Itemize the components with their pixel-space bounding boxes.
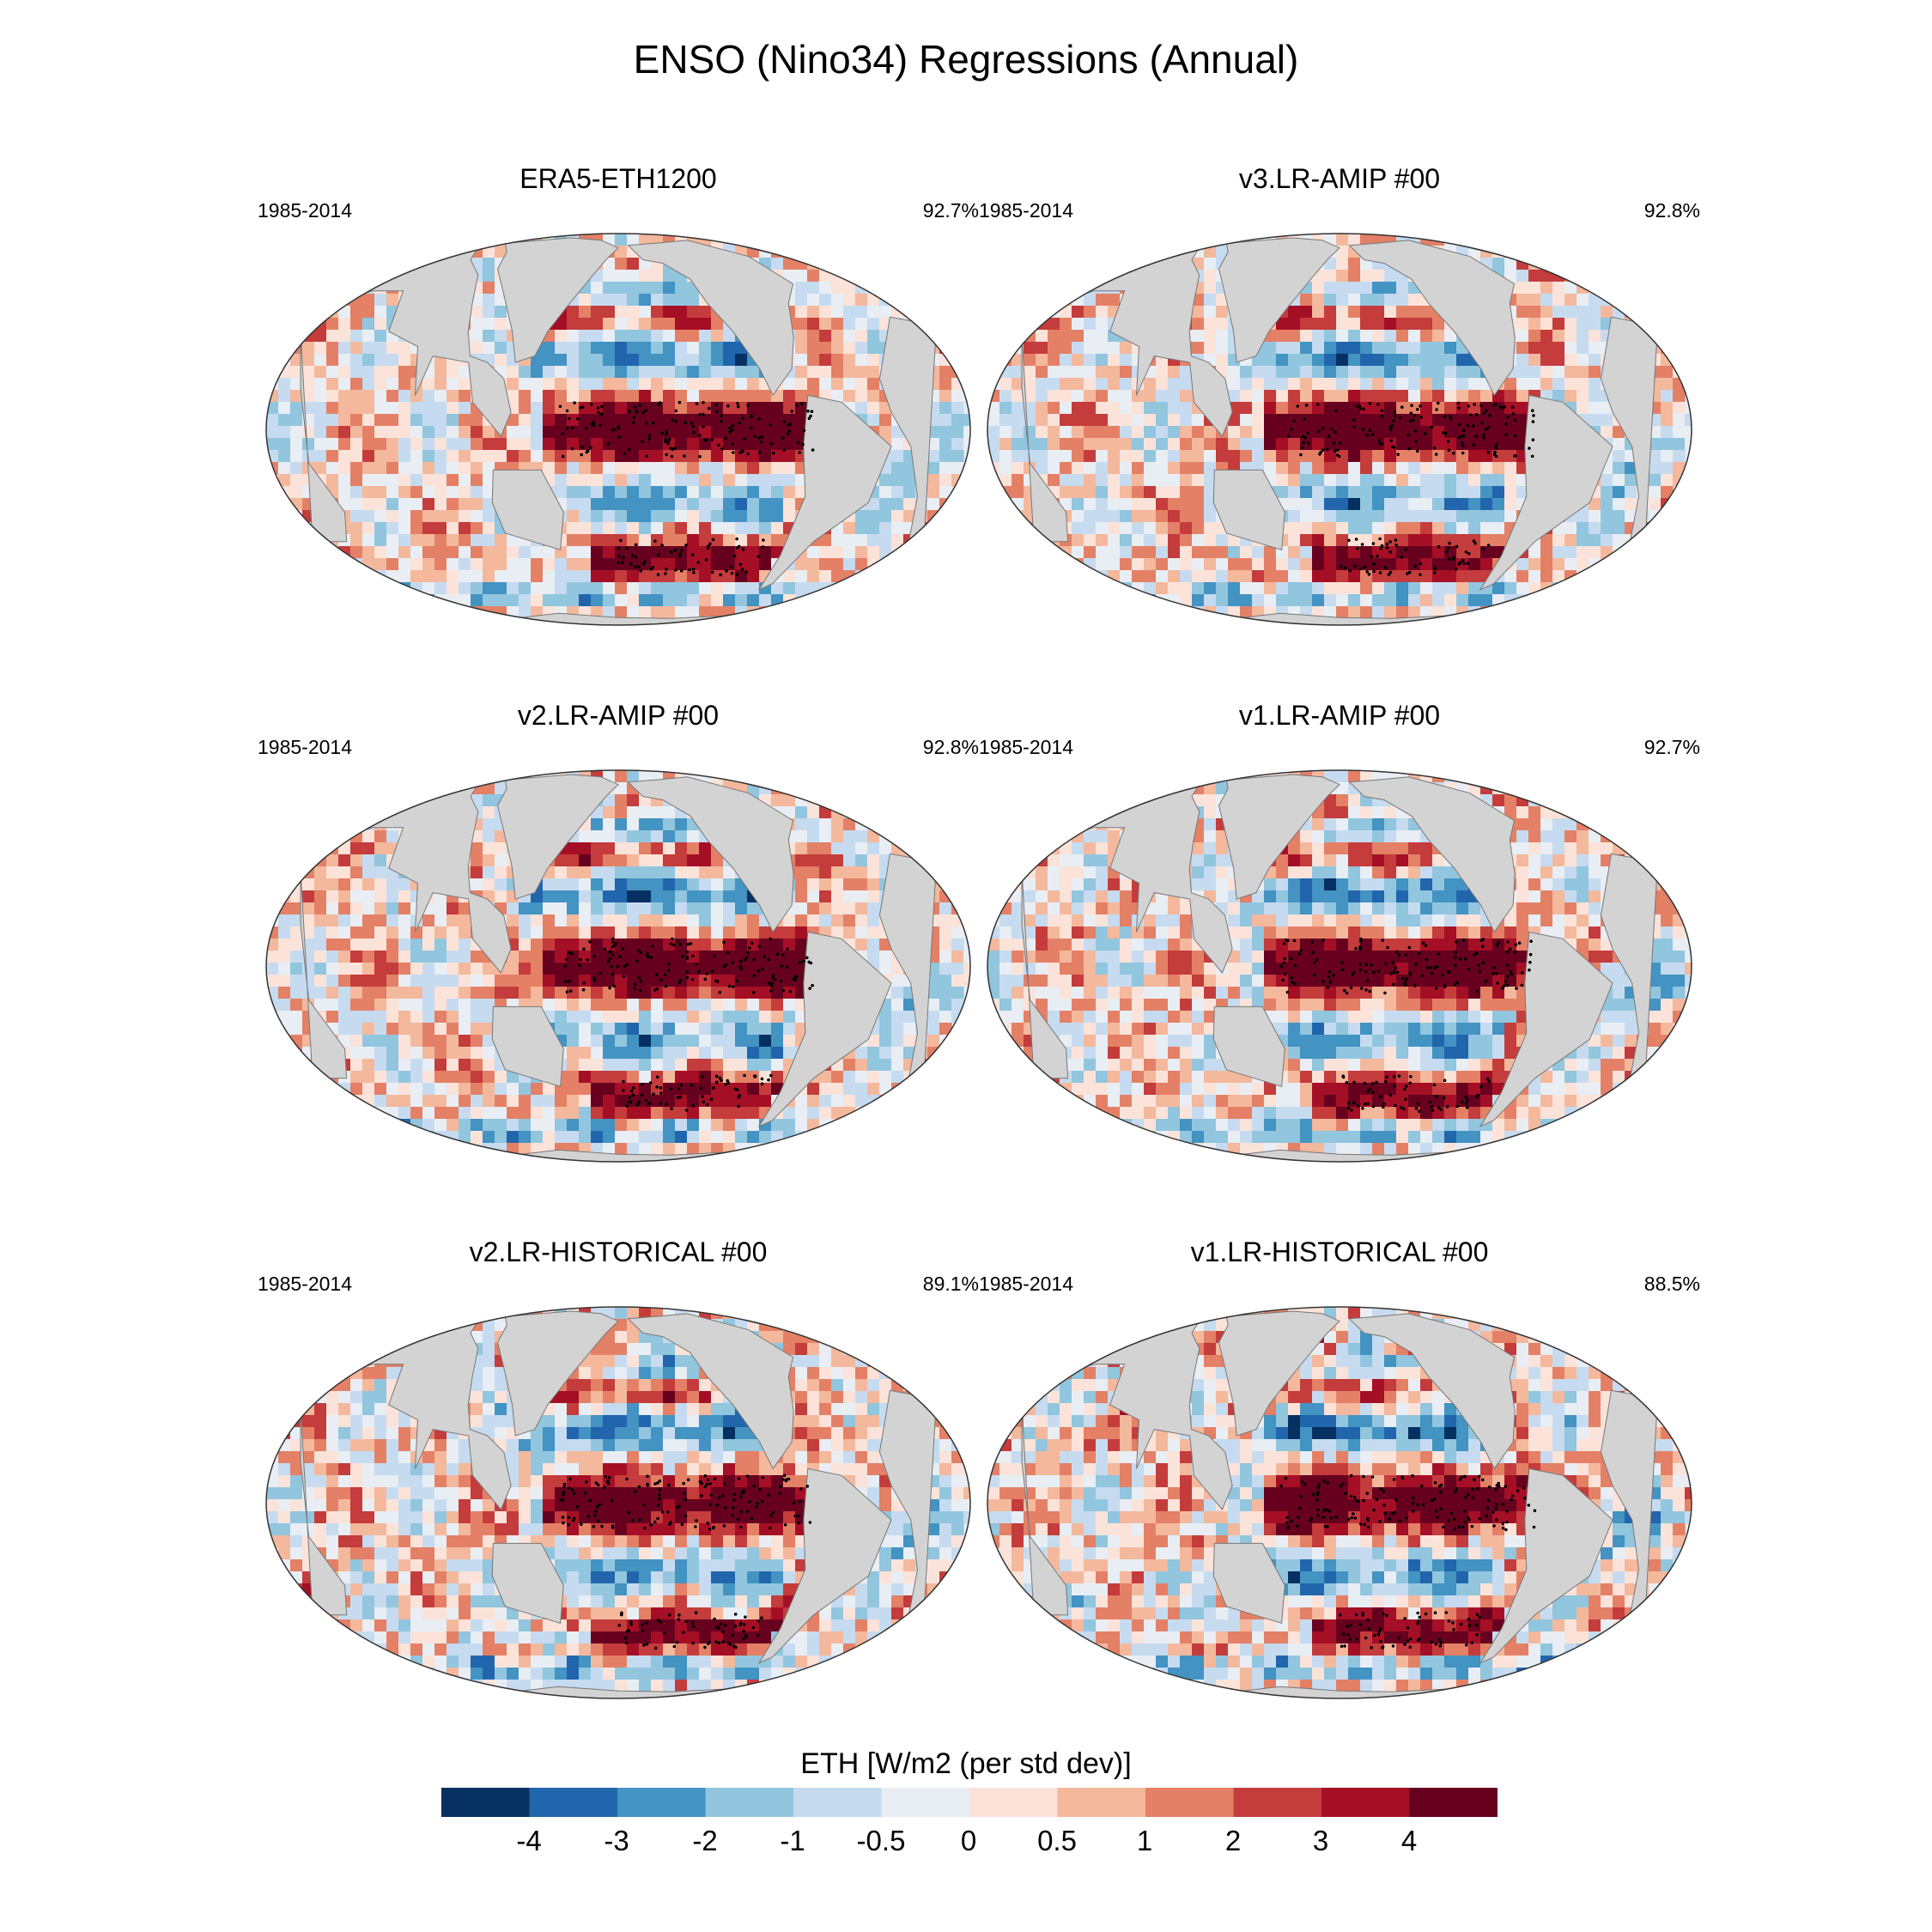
map-field: [265, 233, 971, 626]
colorbar-tick-label: -4: [516, 1825, 542, 1856]
colorbar-tick-label: -3: [604, 1825, 629, 1856]
colorbar-tick-label: 2: [1224, 1825, 1242, 1856]
colorbar-swatch: [617, 1788, 706, 1817]
panel-period: 1985-2014: [258, 736, 352, 758]
panel-title: v3.LR-AMIP #00: [1238, 163, 1441, 194]
panel-period: 1985-2014: [258, 1273, 352, 1295]
map-panel-v2-amip: v2.LR-AMIP #00 1985-2014 92.8%: [258, 700, 979, 1163]
land-australia: [1212, 469, 1285, 551]
land-eurasia-east: [496, 774, 619, 900]
panel-period: 1985-2014: [979, 1273, 1073, 1295]
colorbar-title: ETH [W/m2 (per std dev)]: [800, 1747, 1132, 1780]
land-s-america: [1479, 931, 1613, 1127]
map-outline: [265, 1306, 971, 1699]
colorbar-swatch: [441, 1788, 530, 1817]
map-field: [987, 1306, 1692, 1699]
panel-percent: 92.7%: [922, 199, 979, 222]
map-outline: [987, 1306, 1692, 1699]
colorbar-tick-label: -0.5: [856, 1825, 906, 1856]
panel-percent: 92.8%: [1643, 199, 1700, 222]
colorbar-tick-label: 0: [960, 1825, 977, 1856]
land-n-america: [627, 1313, 794, 1470]
colorbar-swatch: [1145, 1788, 1234, 1817]
land-n-america: [627, 240, 794, 397]
colorbar-swatch: [705, 1788, 794, 1817]
colorbar-tick-label: 3: [1312, 1825, 1329, 1856]
colorbar-tick-label: 1: [1136, 1825, 1153, 1856]
panel-percent: 92.8%: [922, 736, 979, 758]
map-field: [265, 769, 971, 1163]
map-panel-v2-historical: v2.LR-HISTORICAL #00 1985-2014 89.1%: [258, 1236, 979, 1700]
panel-percent: 89.1%: [922, 1273, 979, 1295]
land-eurasia-east: [496, 1310, 619, 1437]
colorbar-tick-label: 4: [1400, 1825, 1418, 1856]
ocean-field: [987, 234, 1692, 625]
ocean-field: [987, 770, 1692, 1162]
panel-period: 1985-2014: [979, 736, 1073, 758]
land-australia: [1212, 1542, 1285, 1625]
figure-title: ENSO (Nino34) Regressions (Annual): [633, 37, 1299, 82]
colorbar-tick-label: -2: [692, 1825, 718, 1856]
map-outline: [987, 233, 1692, 626]
colorbar-tick-label: -1: [780, 1825, 805, 1856]
colorbar-swatch: [1321, 1788, 1410, 1817]
land-n-america: [1348, 776, 1516, 933]
land-eurasia-east: [496, 237, 619, 363]
ocean-field: [987, 1307, 1692, 1698]
ocean-field: [266, 234, 970, 625]
panel-title: v2.LR-AMIP #00: [517, 700, 720, 731]
panel-title: v1.LR-AMIP #00: [1238, 700, 1441, 731]
land-australia: [491, 469, 564, 551]
land-n-america: [627, 776, 794, 933]
panel-period: 1985-2014: [979, 199, 1073, 222]
colorbar-tick-label: 0.5: [1037, 1825, 1077, 1856]
land-s-america: [1479, 394, 1613, 591]
land-eurasia-east: [1218, 774, 1340, 900]
land-n-america: [1348, 240, 1516, 397]
land-s-america: [757, 1467, 892, 1664]
panel-percent: 92.7%: [1643, 736, 1700, 758]
land-australia: [491, 1542, 564, 1625]
colorbar-swatch: [793, 1788, 882, 1817]
land-s-america: [1479, 1467, 1613, 1664]
map-panel-era5: ERA5-ETH1200 1985-2014 92.7%: [258, 163, 979, 627]
colorbar-swatch: [1233, 1788, 1322, 1817]
panel-title: v1.LR-HISTORICAL #00: [1190, 1236, 1489, 1267]
panel-period: 1985-2014: [258, 199, 352, 222]
land-n-america: [1348, 1313, 1516, 1470]
map-outline: [265, 769, 971, 1163]
colorbar-swatch: [529, 1788, 618, 1817]
colorbar-swatch: [1057, 1788, 1146, 1817]
map-field: [987, 769, 1692, 1163]
map-panel-v3-amip: v3.LR-AMIP #00 1985-2014 92.8%: [979, 163, 1700, 627]
map-panel-v1-amip: v1.LR-AMIP #00 1985-2014 92.7%: [979, 700, 1700, 1163]
map-outline: [987, 769, 1692, 1163]
land-australia: [1212, 1005, 1285, 1088]
land-australia: [491, 1005, 564, 1088]
panel-percent: 88.5%: [1643, 1273, 1700, 1295]
land-s-america: [757, 931, 892, 1127]
map-panel-v1-historical: v1.LR-HISTORICAL #00 1985-2014 88.5%: [979, 1236, 1700, 1700]
map-field: [987, 233, 1692, 626]
panel-title: v2.LR-HISTORICAL #00: [469, 1236, 768, 1267]
land-eurasia-east: [1218, 1310, 1340, 1437]
panel-title: ERA5-ETH1200: [519, 163, 717, 194]
ocean-field: [266, 770, 970, 1162]
land-eurasia-east: [1218, 237, 1340, 363]
colorbar: [441, 1788, 1498, 1817]
map-outline: [265, 233, 971, 626]
ocean-field: [266, 1307, 970, 1698]
map-field: [265, 1306, 971, 1699]
colorbar-swatch: [881, 1788, 970, 1817]
land-s-america: [757, 394, 892, 591]
colorbar-swatch: [969, 1788, 1058, 1817]
colorbar-swatch: [1409, 1788, 1498, 1817]
